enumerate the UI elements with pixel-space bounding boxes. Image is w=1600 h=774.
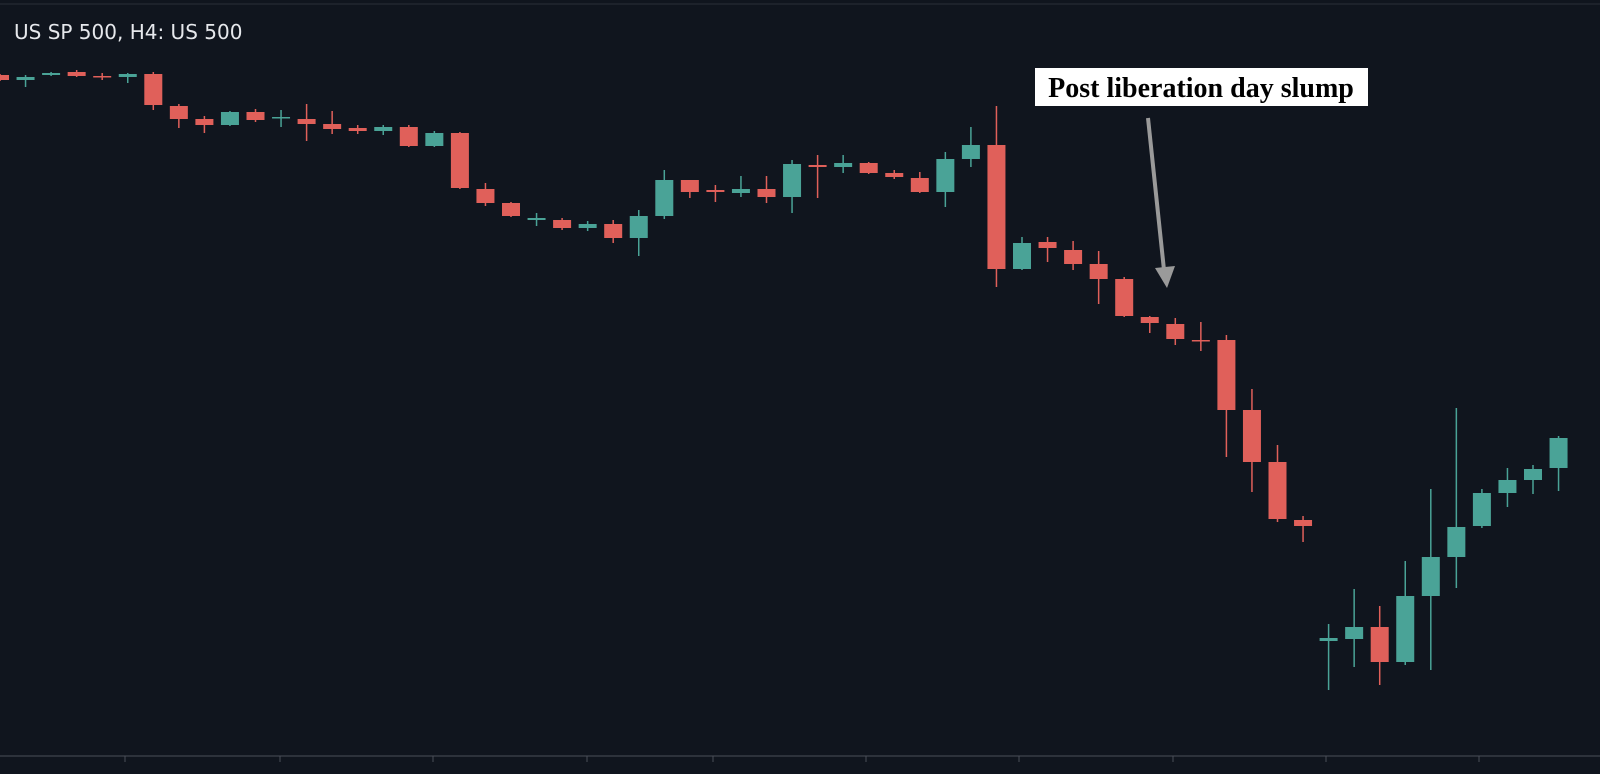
candle-body xyxy=(246,112,265,120)
candle-body xyxy=(399,127,418,146)
candle-body xyxy=(1038,242,1057,248)
candle-body xyxy=(1064,250,1083,264)
candle-body xyxy=(195,119,214,125)
candle-body xyxy=(93,76,112,78)
candle-body xyxy=(1191,340,1210,342)
candle-body xyxy=(1140,317,1159,323)
candle-body xyxy=(374,127,393,131)
candle-body xyxy=(118,74,137,77)
candle-body xyxy=(987,145,1006,269)
candle-body xyxy=(0,75,9,80)
x-axis-ticks xyxy=(124,756,1480,762)
candle-body xyxy=(323,124,342,129)
candle-body xyxy=(1013,243,1031,269)
candle-body xyxy=(859,163,878,173)
annotation: Post liberation day slump xyxy=(1048,73,1354,104)
candle-body xyxy=(272,117,291,119)
candle-body xyxy=(502,203,520,216)
candle-body xyxy=(1524,469,1542,480)
candle-body xyxy=(783,164,802,197)
candle-body xyxy=(1370,627,1389,662)
candle-body xyxy=(706,190,725,192)
candle-body xyxy=(42,73,61,75)
annotation-box xyxy=(1035,68,1368,106)
candle-body xyxy=(16,77,35,80)
candle-body xyxy=(1294,520,1313,526)
candle-body xyxy=(297,119,316,124)
candle-body xyxy=(578,224,597,228)
candle-body xyxy=(476,189,495,203)
candle-body xyxy=(67,72,86,76)
candle-body xyxy=(1166,324,1185,339)
candle-body xyxy=(1115,279,1134,316)
candle-body xyxy=(169,106,188,119)
candle-body xyxy=(1421,557,1440,596)
candle-body xyxy=(1396,596,1415,662)
candle-body xyxy=(1549,438,1568,468)
candle-body xyxy=(1089,264,1108,279)
candle-body xyxy=(604,224,623,238)
candle-body xyxy=(348,128,367,131)
candle-body xyxy=(1472,493,1491,526)
candle-body xyxy=(553,220,572,228)
candle-body xyxy=(1217,340,1236,410)
candle-body xyxy=(910,178,929,192)
candle-body xyxy=(680,180,699,192)
candle-body xyxy=(1242,410,1261,462)
chart-title: US SP 500, H4: US 500 xyxy=(14,20,242,44)
annotation-arrowhead xyxy=(1155,266,1175,288)
candle-body xyxy=(425,133,444,146)
candle-body xyxy=(655,180,674,216)
candle-body xyxy=(961,145,980,159)
candle-body xyxy=(629,216,648,238)
candle-body xyxy=(144,74,163,105)
annotation-arrow xyxy=(1146,117,1166,271)
candle-body xyxy=(757,189,776,197)
candle-body xyxy=(731,189,750,193)
candle-body xyxy=(220,112,239,125)
candle-body xyxy=(1345,627,1364,639)
candle-body xyxy=(1498,480,1517,493)
candle-body xyxy=(936,159,955,192)
candle-body xyxy=(450,133,469,188)
candle-body xyxy=(834,163,853,167)
candle-body xyxy=(1447,527,1466,557)
candles xyxy=(0,70,1568,690)
candle-body xyxy=(808,165,827,167)
candle-body xyxy=(1268,462,1287,519)
candle-body xyxy=(527,218,546,220)
candle-body xyxy=(885,173,904,177)
candle-body xyxy=(1319,638,1338,641)
